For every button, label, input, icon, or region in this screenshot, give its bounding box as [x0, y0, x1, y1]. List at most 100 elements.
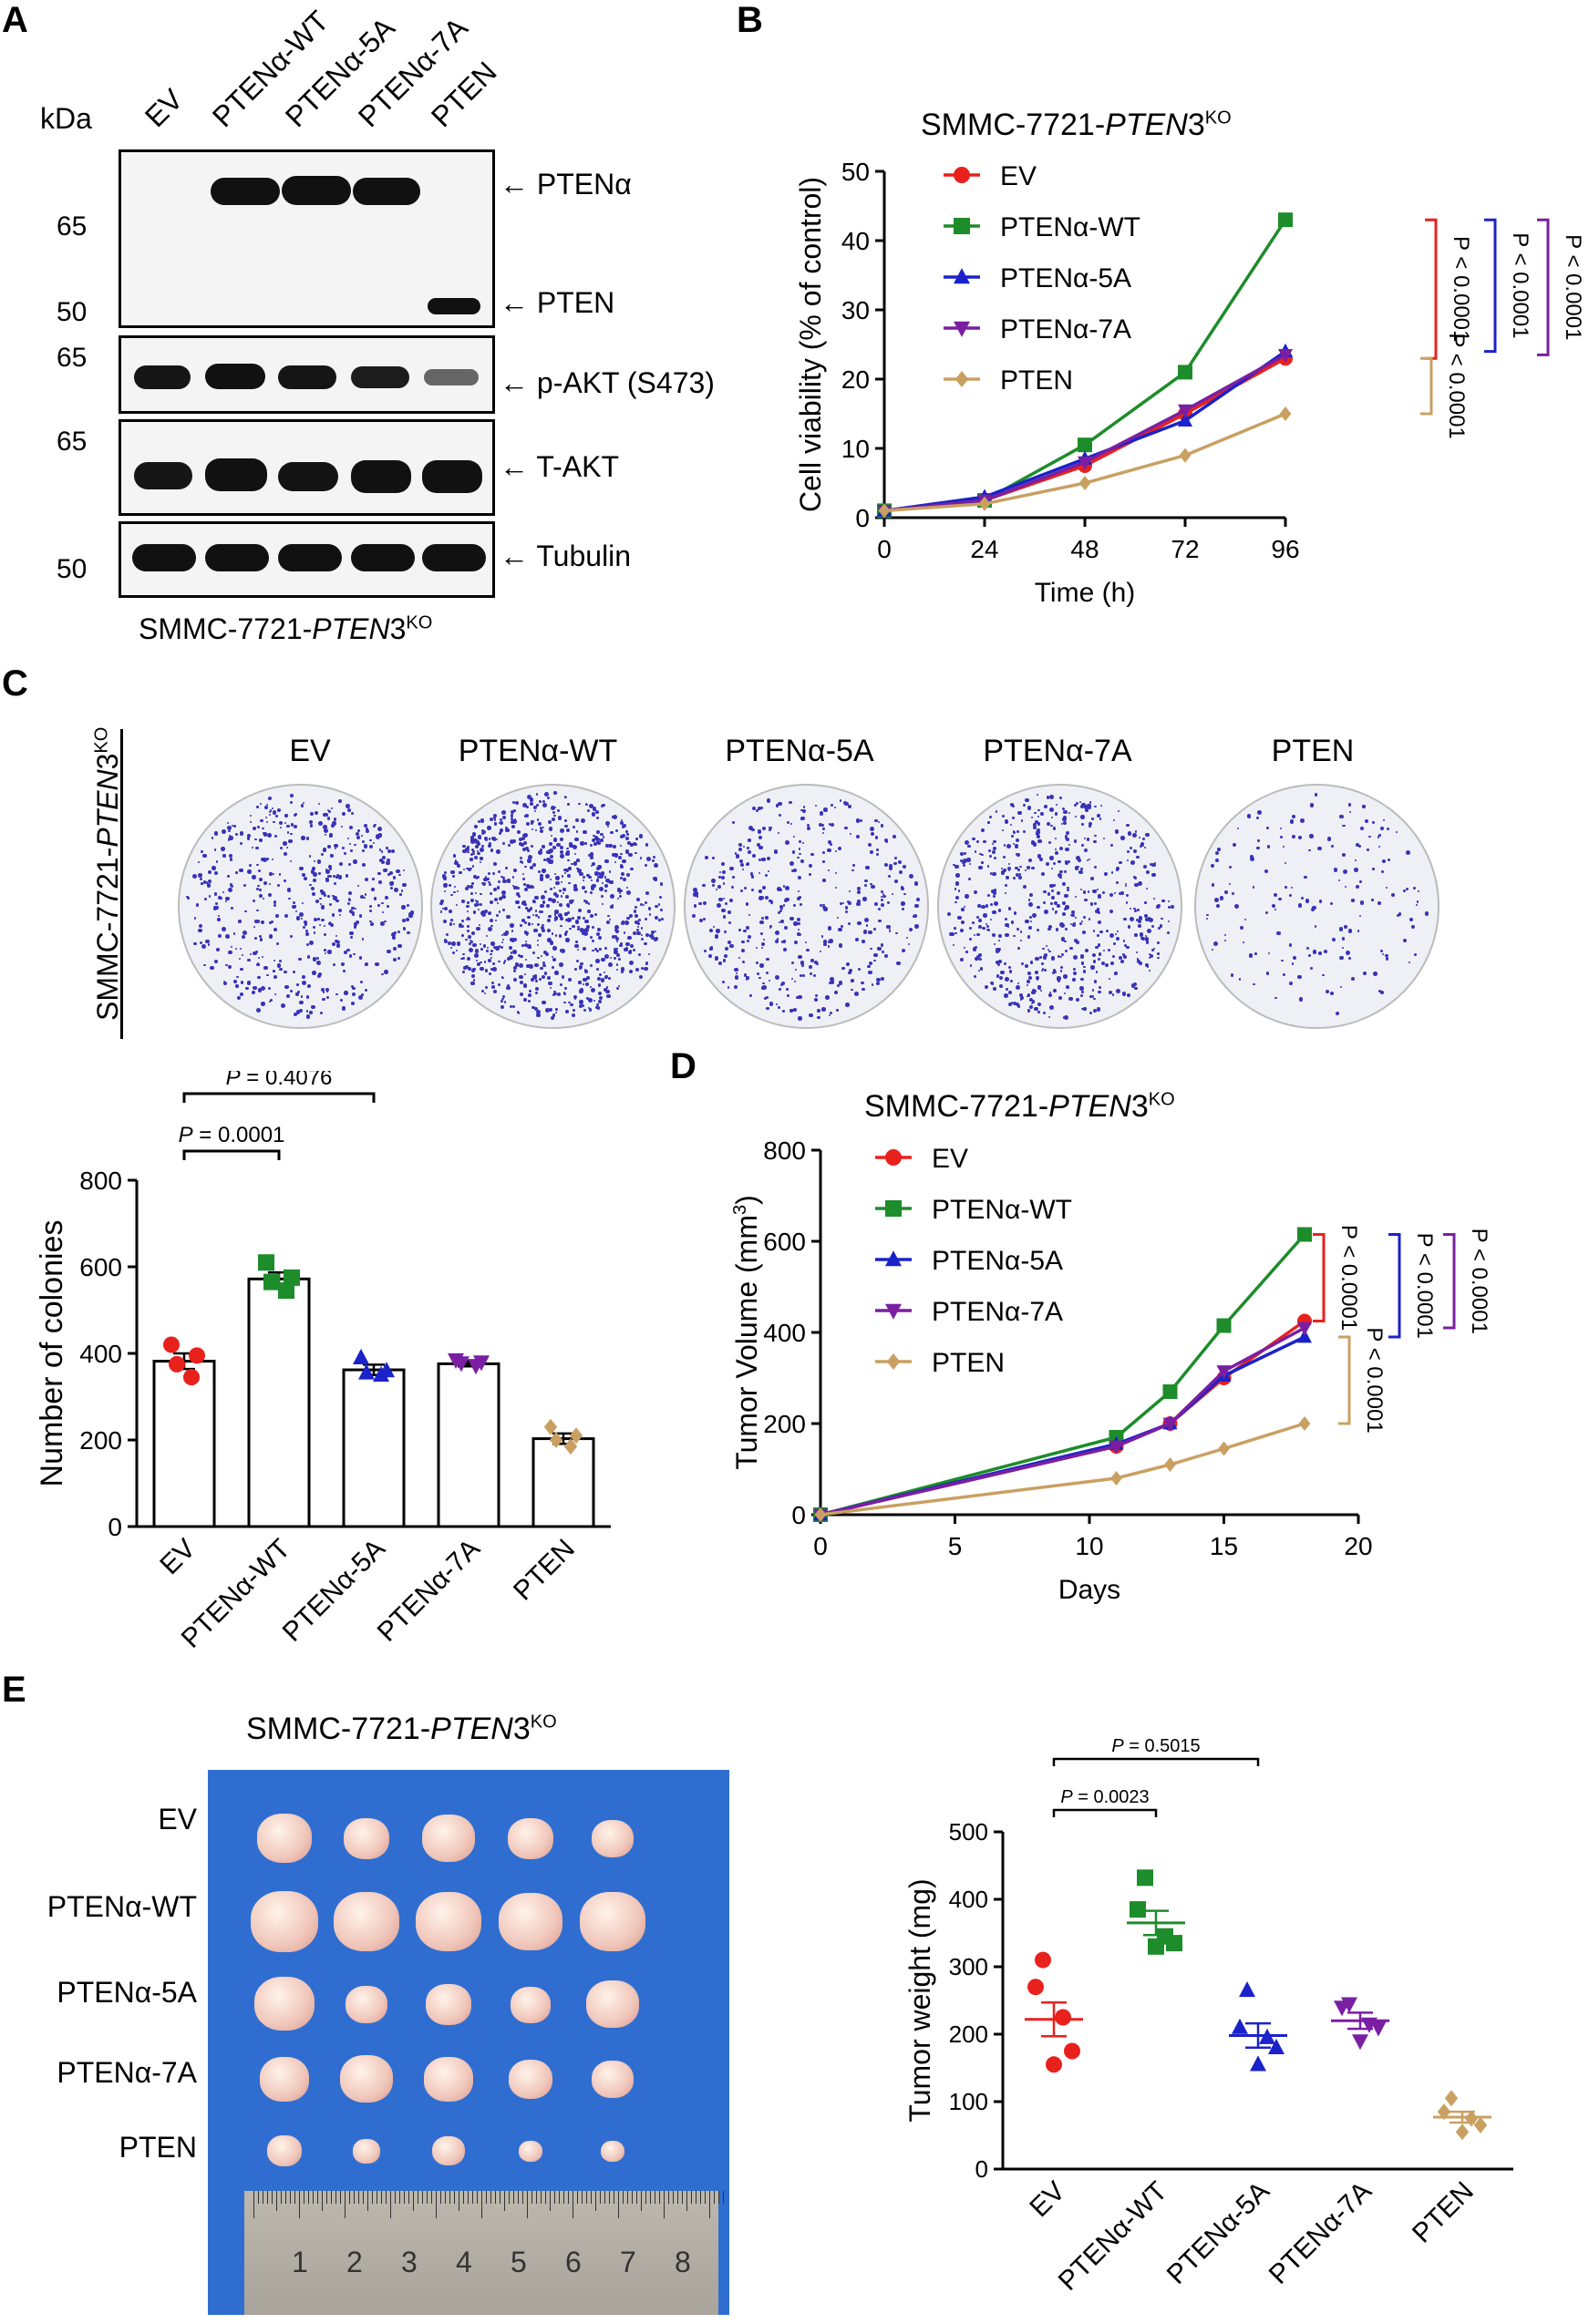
arrow-left-icon: ← [500, 168, 537, 201]
data-point-ptena-5a [1239, 1981, 1255, 1998]
target-t-akt-label: T-AKT [536, 450, 619, 483]
colony-title-ptena-wt: PTENα-WT [458, 734, 618, 768]
data-point-pten [1078, 476, 1091, 490]
legend-marker-ev [885, 1149, 902, 1166]
y-tick-label: 0 [791, 1501, 806, 1529]
tumor-specimen [592, 2061, 634, 2099]
data-point-ptena-7a [453, 1356, 469, 1373]
data-point-ptena-wt [1148, 1938, 1164, 1955]
colony-title-ptena-7a: PTENα-7A [983, 734, 1132, 768]
x-tick-label: 5 [948, 1532, 963, 1560]
legend-label-ev: EV [932, 1144, 968, 1174]
data-point-ptena-5a [373, 1365, 389, 1382]
bar-ptena-5a [342, 1368, 406, 1528]
ruler-number: 6 [565, 2246, 582, 2278]
data-point-ptena-wt [1178, 365, 1192, 380]
data-point-pten [1437, 2103, 1451, 2121]
colony-dish-ev [178, 784, 423, 1029]
legend-label-ptena-wt: PTENα-WT [1000, 212, 1140, 242]
y-tick-label: 0 [975, 2155, 988, 2183]
ruler-number: 8 [675, 2246, 691, 2278]
p-value-label: P < 0.0001 [1336, 1225, 1361, 1331]
data-point-ptena-7a [1334, 2000, 1350, 2017]
x-tick-label: 0 [813, 1532, 828, 1560]
tumor-specimen [334, 1892, 399, 1951]
y-tick-label: 400 [949, 1886, 988, 1913]
data-point-ptena-wt [1297, 1227, 1312, 1242]
y-tick-label: 10 [841, 435, 870, 463]
cell-line-prefix: SMMC-7721- [921, 108, 1106, 142]
tumor-specimen [499, 1893, 562, 1950]
x-tick-label-pten: PTEN [1407, 2176, 1480, 2249]
marker-65-b: 65 [57, 343, 88, 373]
y-tick-label: 200 [79, 1426, 122, 1455]
tumor-specimen [251, 1891, 318, 1952]
tumor-specimen [511, 1987, 551, 2023]
y-tick-label: 800 [79, 1167, 122, 1195]
marker-50-b: 50 [57, 554, 88, 584]
p-value-label: P < 0.0001 [1467, 1229, 1491, 1334]
cell-line-suffix: 3 [1130, 1089, 1149, 1124]
lane-label-ev: EV [138, 82, 190, 134]
tumor-specimen [260, 2057, 309, 2102]
tumor-specimen [580, 1892, 645, 1951]
data-point-pten [549, 1432, 563, 1448]
cell-line-suffix: 3 [512, 1712, 531, 1746]
data-point-ptena-7a [1216, 1365, 1232, 1380]
legend-marker-pten [886, 1353, 901, 1370]
target-p-akt-label: p-AKT (S473) [536, 366, 715, 399]
data-point-ptena-7a [1162, 1417, 1178, 1432]
colony-cell-line-label: SMMC-7721-PTEN3KO [91, 727, 125, 1021]
significance-bracket [1388, 1233, 1401, 1339]
x-tick-label: 48 [1070, 535, 1099, 563]
colony-title-ptena-5a: PTENα-5A [725, 734, 874, 768]
y-tick-label: 0 [108, 1513, 122, 1541]
x-tick-label: 10 [1075, 1532, 1103, 1560]
tumor-specimen [592, 1820, 634, 1858]
data-point-pten [1473, 2116, 1488, 2134]
data-point-ptena-wt [1078, 437, 1092, 453]
target-t-akt: ← T-AKT [500, 450, 619, 484]
p-value-label: P < 0.0001 [1508, 232, 1532, 338]
data-point-ev [183, 1369, 200, 1386]
data-point-pten [543, 1418, 558, 1435]
ruler: 1 2 3 4 5 6 7 8 [244, 2191, 724, 2315]
tumor-specimen [353, 2139, 380, 2164]
data-point-ptena-7a [1370, 2021, 1387, 2037]
cell-line-gene: PTEN [1105, 108, 1188, 142]
photo-row-ptena-7a: PTENα-7A [57, 2056, 197, 2089]
target-ptena-label: PTENα [536, 168, 632, 201]
tumor-specimen [346, 1986, 387, 2024]
legend-label-pten: PTEN [1000, 365, 1073, 396]
cell-line-gene: PTEN [91, 769, 124, 848]
target-tubulin: ← Tubulin [500, 540, 631, 573]
data-point-ev [1046, 2056, 1062, 2073]
y-axis-title-main: Tumor Volume (mm [730, 1215, 763, 1470]
legend-label-ptena-5a: PTENα-5A [1000, 263, 1131, 293]
y-tick-label: 400 [79, 1340, 122, 1368]
legend-label-ptena-7a: PTENα-7A [1000, 314, 1131, 344]
y-axis-title: Tumor Volume (mm3) [730, 1195, 763, 1470]
arrow-left-icon: ← [500, 366, 537, 399]
p-value-label: P = 0.0023 [1060, 1787, 1149, 1807]
legend-marker-ptena-7a [954, 321, 970, 337]
y-axis-title: Number of colonies [35, 1220, 69, 1487]
series-line-pten [820, 1422, 1305, 1517]
x-tick-label: 96 [1271, 535, 1299, 563]
x-tick-label: 20 [1344, 1532, 1372, 1560]
legend-label-ptena-5a: PTENα-5A [932, 1246, 1063, 1276]
data-point-ptena-7a [1109, 1440, 1124, 1455]
y-axis-title-sup: 3 [730, 1205, 750, 1215]
data-point-ptena-wt [284, 1269, 300, 1286]
legend-marker-ptena-wt [954, 218, 970, 234]
blot-cell-line-label: SMMC-7721-PTEN3KO [139, 612, 432, 646]
p-value-label: P = 0.4076 [226, 1071, 333, 1090]
ruler-number: 7 [620, 2246, 636, 2278]
tumor-specimen [508, 1818, 553, 1859]
chart-b-cell-line-title: SMMC-7721-PTEN3KO [921, 108, 1232, 143]
data-point-pten [1110, 1471, 1122, 1486]
series-line-ptena-wt [820, 1233, 1306, 1517]
data-point-ptena-5a [358, 1363, 375, 1380]
cell-line-sup: KO [1204, 108, 1232, 129]
data-point-pten [1218, 1441, 1230, 1456]
